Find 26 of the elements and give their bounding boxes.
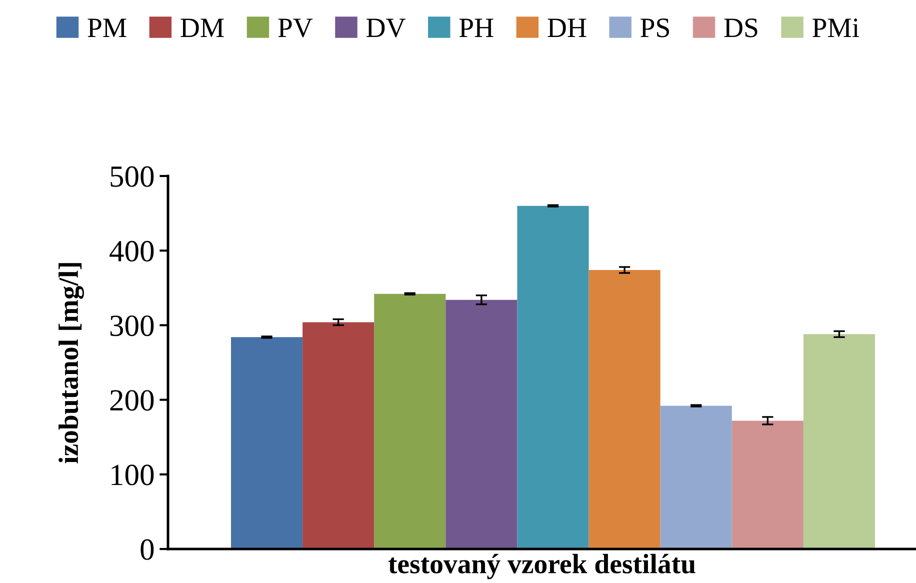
y-tick-label: 500 <box>110 166 154 187</box>
legend-label: PM <box>88 18 126 37</box>
legend-label: DV <box>366 18 406 38</box>
legend-label: PS <box>640 18 669 38</box>
legend-label: DM <box>180 18 224 37</box>
bar <box>660 406 732 549</box>
bar <box>588 270 660 549</box>
y-tick-label: 200 <box>110 390 154 411</box>
y-tick-label: 300 <box>110 315 154 336</box>
legend-label: DS <box>724 18 758 38</box>
bar <box>803 334 875 549</box>
legend-label: PH <box>459 18 494 37</box>
bar <box>374 294 446 549</box>
bar <box>446 300 518 549</box>
x-axis-title: testovaný vzorek destilátu <box>388 554 696 580</box>
legend-label: PMi <box>812 18 860 37</box>
legend-label: DH <box>548 18 586 37</box>
bar <box>302 322 374 549</box>
bar <box>517 206 589 549</box>
legend-label: PV <box>278 18 313 38</box>
y-tick-label: 0 <box>140 539 154 560</box>
y-axis-title: izobutanol [mg/l] <box>58 263 84 464</box>
bar <box>231 337 303 549</box>
y-tick-label: 400 <box>110 240 154 262</box>
bar <box>732 420 804 549</box>
y-tick-label: 100 <box>112 464 154 486</box>
